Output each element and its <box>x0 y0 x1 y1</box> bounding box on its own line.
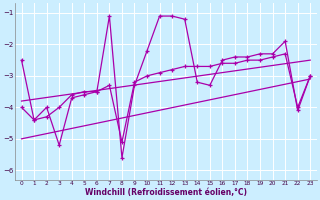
X-axis label: Windchill (Refroidissement éolien,°C): Windchill (Refroidissement éolien,°C) <box>85 188 247 197</box>
